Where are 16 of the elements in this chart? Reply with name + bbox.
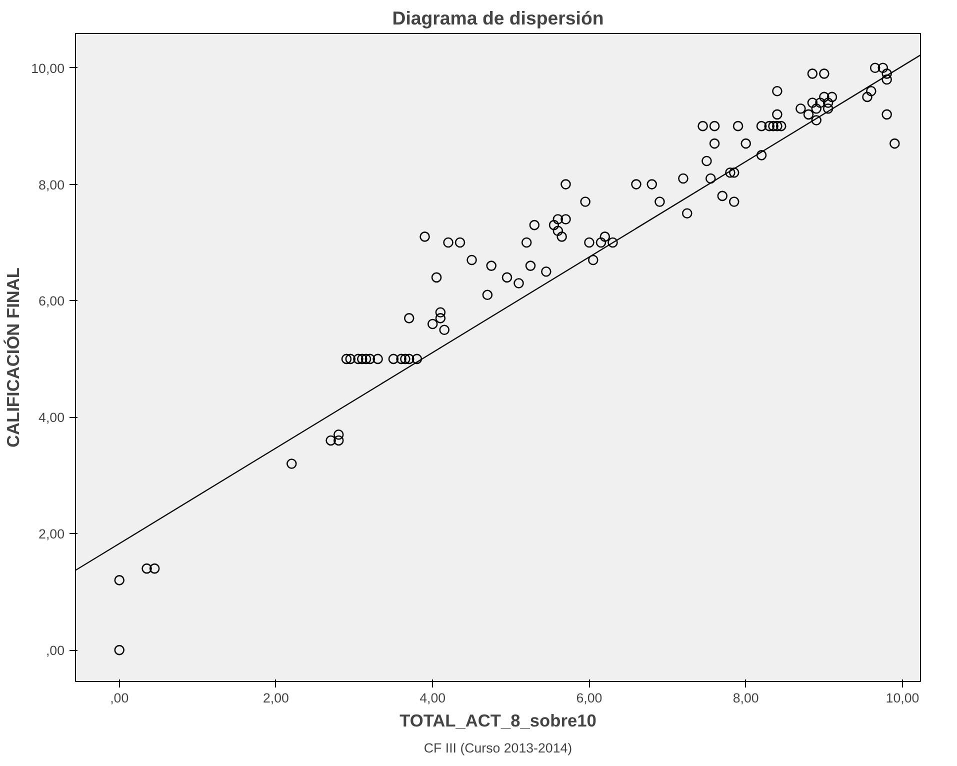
y-tick-label: 10,00 — [31, 60, 65, 76]
y-tick-label: 2,00 — [38, 526, 65, 542]
x-tick-label: 2,00 — [263, 690, 289, 706]
y-tick-label: ,00 — [46, 643, 65, 658]
x-tick-label: ,00 — [110, 690, 129, 706]
y-axis-title: CALIFICACIÓN FINAL — [3, 267, 24, 448]
x-tick-label: 10,00 — [886, 690, 920, 706]
x-tick-label: 4,00 — [420, 690, 446, 706]
y-tick-label: 8,00 — [38, 177, 65, 192]
text: CF III (Curso 2013-2014) — [424, 740, 572, 756]
x-axis-title: TOTAL_ACT_8_sobre10 — [400, 710, 596, 730]
y-tick-label: 4,00 — [38, 410, 65, 426]
x-tick-label: 6,00 — [576, 690, 602, 706]
x-tick-label: 8,00 — [732, 690, 759, 706]
y-tick-label: 6,00 — [38, 294, 65, 309]
chart-title: Diagrama de dispersión — [392, 8, 604, 28]
